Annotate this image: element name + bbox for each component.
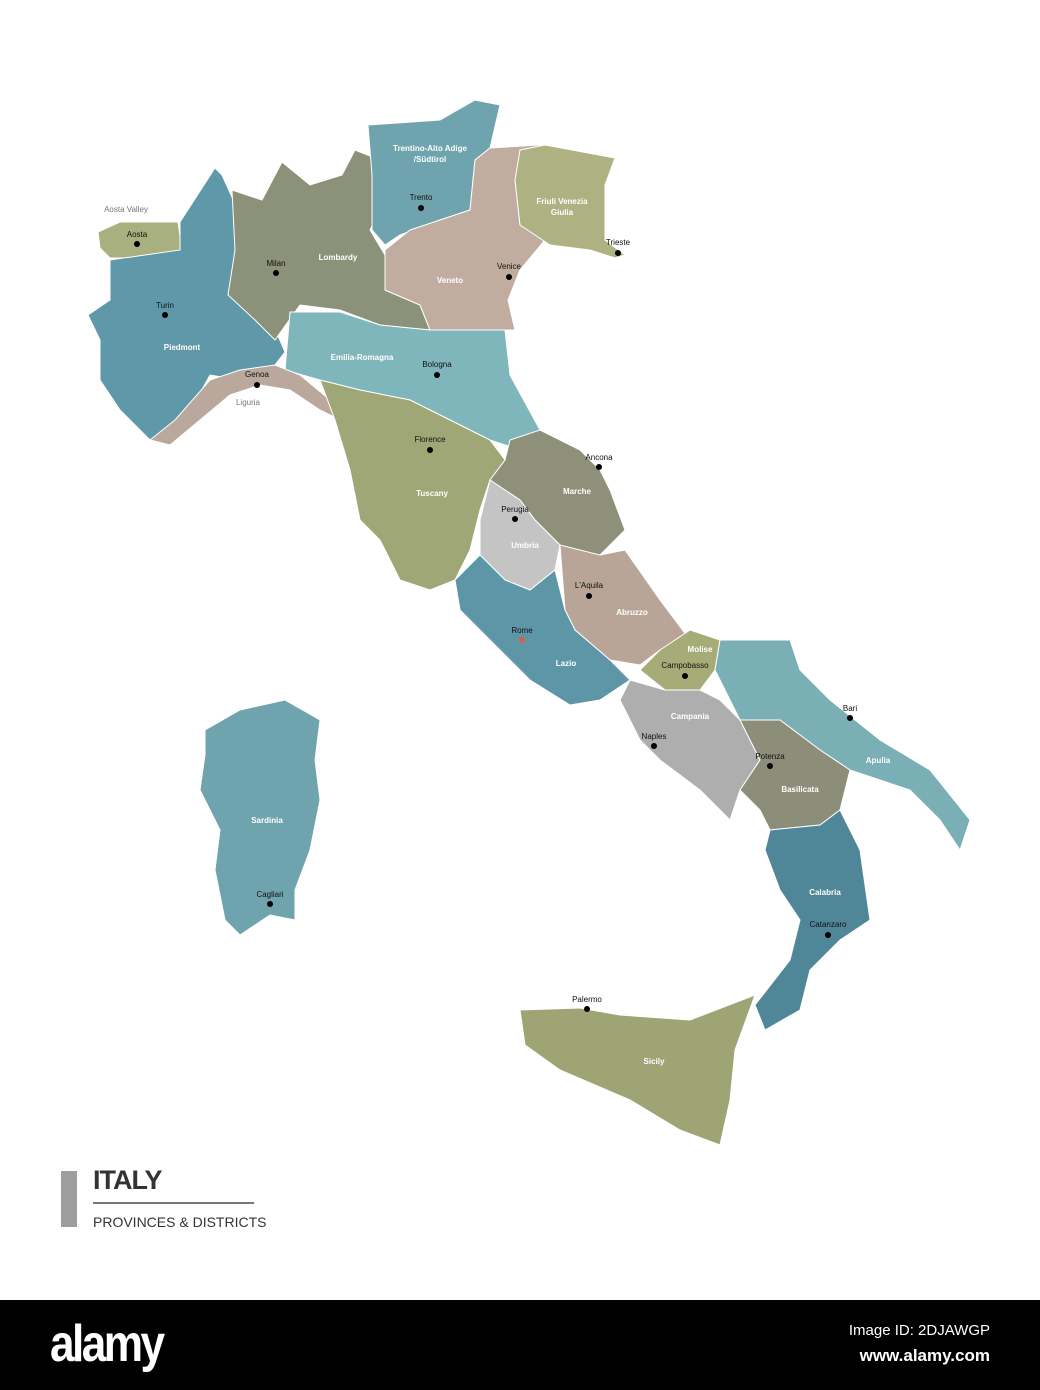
capital-label-florence: Florence (414, 435, 446, 444)
region-label-calabria: Calabria (809, 888, 841, 897)
capital-dot-genoa (254, 382, 260, 388)
capital-dot-catanzaro (825, 932, 831, 938)
region-label-piedmont: Piedmont (164, 343, 201, 352)
capital-label-ancona: Ancona (585, 453, 613, 462)
region-label-molise: Molise (688, 645, 713, 654)
capital-dot-turin (162, 312, 168, 318)
legend-divider (93, 1202, 254, 1204)
italy-map: Aosta Valley Aosta Piedmont Turin Lombardy Mi… (87, 99, 971, 1146)
region-label-lazio: Lazio (556, 659, 577, 668)
region-label-sardinia: Sardinia (251, 816, 283, 825)
image-id: Image ID: 2DJAWGP (848, 1322, 990, 1339)
capital-label-cagliari: Cagliari (256, 890, 283, 899)
capital-label-venice: Venice (497, 262, 522, 271)
capital-dot-bologna (434, 372, 440, 378)
region-label-marche: Marche (563, 487, 592, 496)
capital-dot-venice (506, 274, 512, 280)
label-line: Giulia (551, 208, 574, 217)
region-sardinia (199, 699, 321, 936)
capital-label-bologna: Bologna (422, 360, 452, 369)
capital-label-naples: Naples (642, 732, 667, 741)
capital-label-bari: Bari (843, 704, 857, 713)
capital-dot-trieste (615, 250, 621, 256)
capital-dot-florence (427, 447, 433, 453)
region-label-apulia: Apulia (866, 756, 891, 765)
map-title: ITALY (93, 1165, 163, 1195)
region-tuscany (319, 379, 506, 591)
capital-label-milan: Milan (266, 259, 285, 268)
region-label-trentino-alto-adige-s-dtirol: Trentino-Alto Adige/Südtirol (393, 144, 467, 164)
capital-dot-milan (273, 270, 279, 276)
label-line: Trentino-Alto Adige (393, 144, 467, 153)
region-sicily (519, 994, 756, 1146)
region-label-lombardy: Lombardy (319, 253, 358, 262)
region-label-friuli-venezia-giulia: Friuli Venezia Giulia (536, 197, 588, 217)
site-url: www.alamy.com (859, 1346, 990, 1365)
capital-dot-trento (418, 205, 424, 211)
region-label-liguria: Liguria (236, 398, 261, 407)
capital-dot-naples (651, 743, 657, 749)
capital-dot-cagliari (267, 901, 273, 907)
capital-label-palermo: Palermo (572, 995, 602, 1004)
capital-label-potenza: Potenza (755, 752, 785, 761)
capital-label-genoa: Genoa (245, 370, 270, 379)
capital-dot-perugia (512, 516, 518, 522)
label-line: Friuli Venezia (536, 197, 588, 206)
alamy-logo: alamy (50, 1315, 165, 1373)
capital-label-trento: Trento (410, 193, 433, 202)
region-label-umbria: Umbria (511, 541, 539, 550)
region-calabria (754, 809, 871, 1031)
region-friuli-venezia-giulia (514, 144, 627, 259)
region-label-sicily: Sicily (644, 1057, 665, 1066)
capital-dot-rome (519, 637, 525, 643)
region-molise (639, 629, 721, 691)
capital-label-trieste: Trieste (606, 238, 631, 247)
capital-label-rome: Rome (511, 626, 533, 635)
capital-label-aosta: Aosta (127, 230, 148, 239)
region-label-emilia-romagna: Emilia-Romagna (331, 353, 394, 362)
capital-label-turin: Turin (156, 301, 174, 310)
capital-label-campobasso: Campobasso (661, 661, 709, 670)
capital-dot-campobasso (682, 673, 688, 679)
region-label-veneto: Veneto (437, 276, 463, 285)
capital-dot-aosta (134, 241, 140, 247)
region-label-aosta-valley: Aosta Valley (104, 205, 148, 214)
capital-dot-palermo (584, 1006, 590, 1012)
region-label-campania: Campania (671, 712, 710, 721)
region-label-tuscany: Tuscany (416, 489, 448, 498)
label-line: /Südtirol (414, 155, 446, 164)
region-lazio (454, 554, 631, 706)
region-label-abruzzo: Abruzzo (616, 608, 648, 617)
capital-label-perugia: Perugia (501, 505, 529, 514)
capital-dot-ancona (596, 464, 602, 470)
watermark-footer: alamy Image ID: 2DJAWGP www.alamy.com (0, 1300, 1040, 1390)
capital-dot-l-aquila (586, 593, 592, 599)
capital-label-catanzaro: Catanzaro (810, 920, 847, 929)
map-subtitle: PROVINCES & DISTRICTS (93, 1214, 267, 1230)
capital-label-l-aquila: L'Aquila (575, 581, 604, 590)
capital-dot-bari (847, 715, 853, 721)
legend-bar (61, 1171, 77, 1227)
region-label-basilicata: Basilicata (781, 785, 819, 794)
capital-dot-potenza (767, 763, 773, 769)
